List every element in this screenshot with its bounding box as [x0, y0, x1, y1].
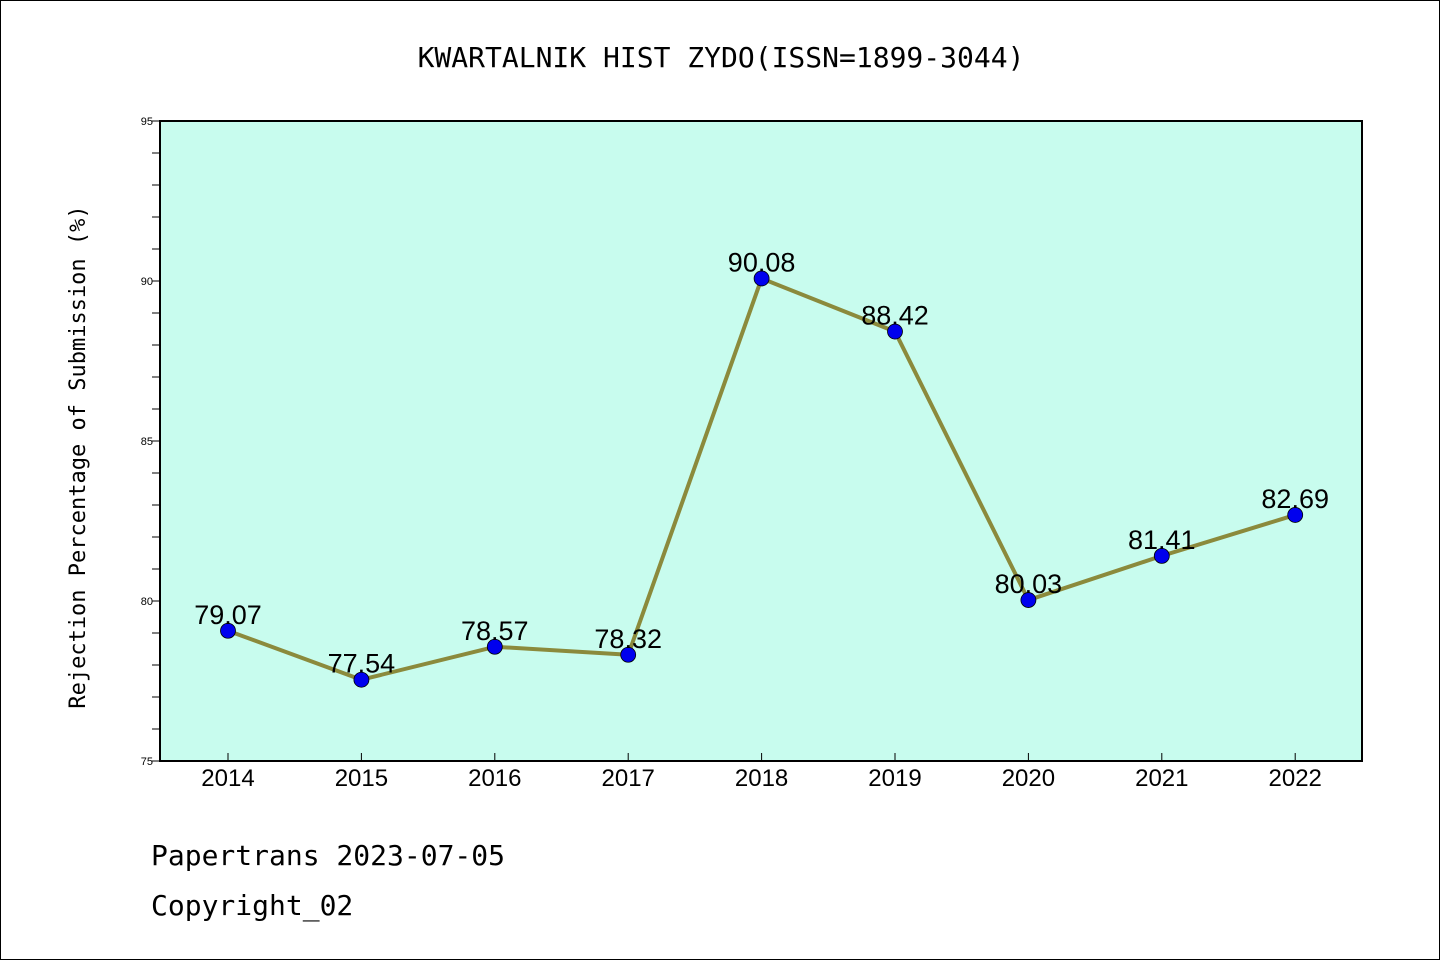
data-point: [887, 323, 903, 340]
x-axis: 2014 2015 2016 2017 2018 2019 2020 2021 2022: [201, 753, 1322, 792]
data-label: 77.54: [328, 649, 396, 679]
y-tick-label: 75: [141, 756, 153, 768]
data-label: 80.03: [995, 569, 1063, 599]
y-tick-label: 90: [141, 276, 153, 288]
x-tick-label: 2015: [335, 765, 388, 792]
data-label: 90.08: [728, 247, 796, 277]
plot-area: [160, 121, 1362, 761]
x-tick-label: 2017: [602, 765, 655, 792]
data-label: 88.42: [861, 301, 929, 331]
y-tick-label: 85: [141, 436, 153, 448]
data-point: [1020, 592, 1037, 608]
data-point: [753, 270, 770, 287]
data-label: 82.69: [1261, 484, 1329, 514]
data-label: 78.57: [461, 616, 529, 646]
x-tick-label: 2022: [1269, 765, 1322, 792]
data-labels: 79.07 77.54 78.57 78.32 90.08 88.42 80.03 81.41…: [194, 247, 1329, 678]
x-tick-label: 2014: [201, 765, 254, 792]
data-point: [353, 671, 370, 688]
data-label: 79.07: [194, 600, 262, 630]
y-axis: 75 80 85 90 95: [141, 116, 160, 768]
x-tick-label: 2021: [1135, 765, 1188, 792]
x-tick-label: 2018: [735, 765, 788, 792]
data-point: [1287, 507, 1304, 523]
data-label: 78.32: [594, 624, 662, 654]
data-label: 81.41: [1128, 525, 1196, 555]
plot-border: [159, 120, 1363, 762]
y-tick-label: 95: [141, 116, 153, 128]
y-axis-label: Rejection Percentage of Submission (%): [66, 205, 91, 708]
data-markers: [220, 270, 1304, 688]
data-point: [486, 638, 503, 655]
x-tick-label: 2016: [468, 765, 521, 792]
chart-title: KWARTALNIK HIST ZYDO(ISSN=1899-3044): [418, 41, 1025, 74]
y-tick-label: 80: [141, 596, 153, 608]
x-tick-label: 2020: [1002, 765, 1055, 792]
x-tick-label: 2019: [868, 765, 921, 792]
data-point: [620, 646, 637, 663]
footer-copyright: Copyright_02: [151, 889, 353, 923]
footer-date: Papertrans 2023-07-05: [151, 839, 505, 872]
data-point: [220, 622, 236, 639]
data-point: [1153, 547, 1170, 564]
